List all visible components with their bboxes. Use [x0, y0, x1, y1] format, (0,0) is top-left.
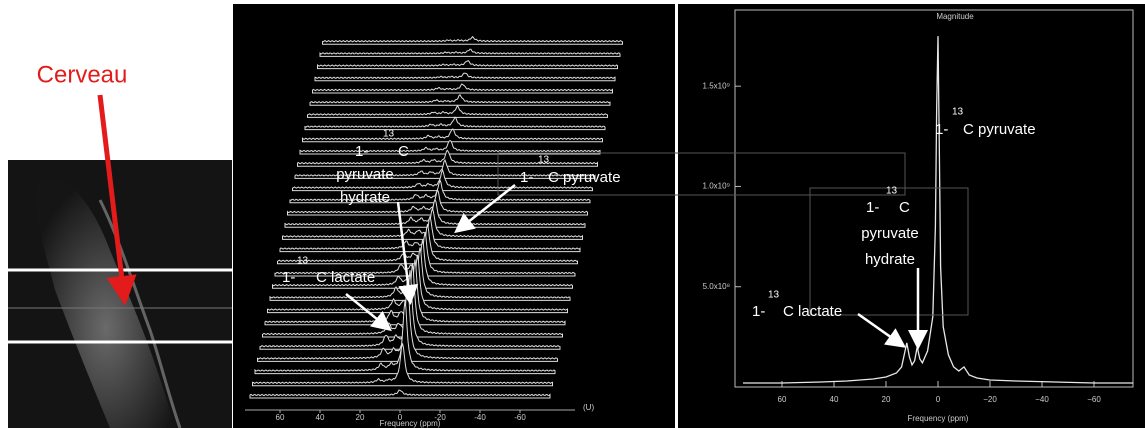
x-tick-label: 60 — [276, 413, 285, 422]
spectrum-trace — [272, 239, 573, 289]
arrow — [97, 94, 137, 306]
y-tick-label: 1.0x10⁹ — [703, 182, 730, 191]
spectrum-trace — [294, 159, 596, 179]
annotation-text: hydrate — [865, 251, 915, 268]
annotation-text: C — [398, 143, 409, 160]
arrow — [857, 312, 907, 348]
annotation-superscript: 13 — [297, 256, 309, 267]
annotation-prefix: 1- — [752, 303, 765, 320]
annotation-text: pyruvate — [336, 166, 394, 183]
spectrum-trace — [287, 188, 588, 216]
annotation-text: C pyruvate — [963, 121, 1036, 138]
annotation-text: pyruvate — [861, 225, 919, 242]
x-axis-label: Frequency (ppm) — [380, 419, 441, 428]
spectrum-trace — [317, 60, 618, 70]
spectrum-trace — [312, 83, 613, 94]
figure-label: Cerveau — [37, 61, 128, 88]
annotation-text: hydrate — [340, 189, 390, 206]
annotation-prefix: 1- — [866, 199, 879, 216]
x-tick-label: -40 — [474, 413, 486, 422]
x-tick-label: −60 — [1087, 395, 1101, 404]
annotation-superscript: 13 — [538, 155, 550, 166]
annotation-text: C lactate — [316, 269, 375, 286]
spectrum-trace — [284, 198, 586, 228]
annotation-prefix: 1- — [355, 143, 368, 160]
x-tick-label: 40 — [316, 413, 325, 422]
spectrum-trace — [302, 128, 603, 143]
annotation-prefix: 1- — [282, 269, 295, 286]
spectrum-trace — [292, 168, 593, 192]
chart-title: Magnitude — [936, 12, 974, 21]
annotation-superscript: 13 — [886, 186, 898, 197]
arrow — [345, 293, 392, 332]
spectrum-trace — [314, 72, 616, 82]
spectrum-trace — [322, 35, 623, 45]
spectrum-trace — [269, 247, 571, 301]
arrow — [396, 201, 419, 305]
x-tick-label: −40 — [1035, 395, 1049, 404]
spectrum-trace — [282, 207, 583, 240]
annotation-text: C lactate — [783, 303, 842, 320]
spectrum-trace — [299, 139, 601, 155]
x-tick-label: 60 — [778, 395, 787, 404]
spectrum-trace — [277, 223, 578, 265]
spectrum-trace — [249, 389, 551, 399]
spectrum-trace — [274, 232, 576, 277]
spectrum-trace — [307, 104, 608, 118]
spectrum-trace — [297, 149, 598, 167]
annotation-text: C — [899, 199, 910, 216]
annotation-prefix: 1- — [520, 169, 533, 186]
arrow — [454, 184, 516, 234]
spectrum-trace — [279, 216, 581, 253]
annotation-superscript: 13 — [383, 129, 395, 140]
x-unit: (U) — [583, 403, 594, 412]
mri-image — [8, 160, 232, 428]
x-tick-label: −20 — [983, 395, 997, 404]
x-tick-label: -20 — [434, 413, 446, 422]
spectrum-trace — [289, 178, 591, 204]
outline-box — [809, 187, 969, 316]
y-tick-label: 1.5x10⁹ — [703, 81, 730, 90]
x-axis-label: Frequency (ppm) — [908, 414, 969, 423]
spectrum-trace — [319, 48, 621, 57]
annotation-superscript: 13 — [768, 290, 780, 301]
x-tick-label: 20 — [882, 395, 891, 404]
x-tick-label: 0 — [398, 413, 403, 422]
annotation-prefix: 1- — [935, 121, 948, 138]
spectrum-panel — [678, 4, 1145, 428]
x-tick-label: 0 — [936, 395, 941, 404]
spectrum-line — [743, 36, 1133, 384]
spectrum-trace — [254, 300, 556, 375]
spectrum-trace — [252, 343, 553, 387]
spectrum-trace — [309, 94, 611, 106]
outline-box — [497, 152, 906, 196]
waterfall-panel — [233, 4, 675, 428]
x-tick-label: 20 — [356, 413, 365, 422]
annotation-text: C pyruvate — [548, 169, 621, 186]
annotation-superscript: 13 — [952, 107, 964, 118]
spectrum-trace — [304, 116, 606, 131]
spectrum-chart: Magnitude 5.0x10⁸ 1.0x10⁹ 1.5x10⁹ 60 40 20 0 −20… — [703, 9, 1134, 423]
plot-frame — [734, 9, 1134, 388]
x-tick-label: -60 — [514, 413, 526, 422]
y-tick-label: 5.0x10⁸ — [703, 282, 730, 291]
x-tick-label: 40 — [830, 395, 839, 404]
